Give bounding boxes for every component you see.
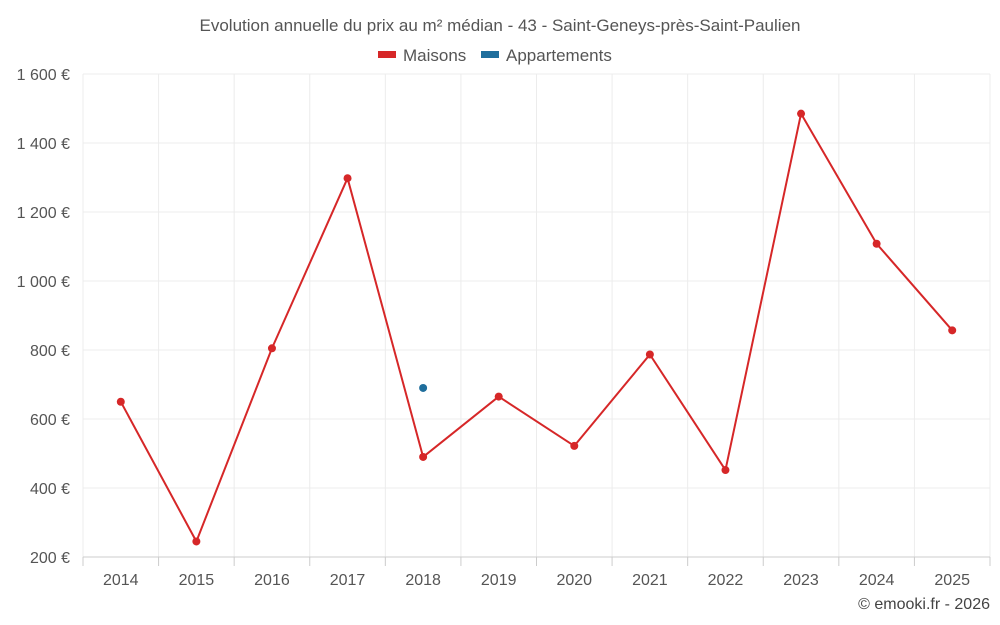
legend-swatch-appartements [481, 51, 499, 58]
data-point-maisons[interactable] [645, 350, 654, 359]
data-point-maisons[interactable] [419, 452, 428, 461]
legend-swatch-maisons [378, 51, 396, 58]
y-tick-label: 1 400 € [17, 136, 70, 153]
data-point-maisons[interactable] [570, 441, 579, 450]
data-point-appartements[interactable] [419, 383, 428, 392]
data-point-maisons[interactable] [343, 174, 352, 183]
chart-title: Evolution annuelle du prix au m² médian … [200, 16, 801, 35]
x-tick-label: 2015 [179, 572, 215, 589]
data-point-maisons[interactable] [721, 466, 730, 475]
grid [82, 73, 991, 557]
y-tick-label: 1 600 € [17, 67, 70, 84]
y-tick-label: 600 € [30, 412, 70, 429]
data-point-maisons[interactable] [267, 344, 276, 353]
x-tick-label: 2025 [934, 572, 970, 589]
series-line-maisons [119, 112, 953, 543]
x-tick-label: 2018 [405, 572, 441, 589]
data-point-maisons[interactable] [116, 397, 125, 406]
y-tick-label: 1 000 € [17, 274, 70, 291]
x-tick-label: 2022 [708, 572, 744, 589]
data-point-maisons[interactable] [872, 239, 881, 248]
y-tick-label: 400 € [30, 481, 70, 498]
legend-label-maisons: Maisons [403, 46, 466, 65]
x-tick-label: 2024 [859, 572, 895, 589]
x-tick-label: 2016 [254, 572, 290, 589]
legend-item-maisons[interactable]: Maisons [378, 46, 466, 65]
data-point-maisons[interactable] [494, 392, 503, 401]
credit: © emooki.fr - 2026 [858, 596, 990, 613]
x-tick-label: 2021 [632, 572, 668, 589]
data-point-maisons[interactable] [948, 326, 957, 335]
y-tick-label: 200 € [30, 550, 70, 567]
data-point-maisons[interactable] [797, 109, 806, 118]
legend-label-appartements: Appartements [506, 46, 612, 65]
data-point-maisons[interactable] [192, 537, 201, 546]
x-tick-label: 2014 [103, 572, 139, 589]
y-tick-label: 800 € [30, 343, 70, 360]
y-tick-label: 1 200 € [17, 205, 70, 222]
x-tick-label: 2019 [481, 572, 517, 589]
x-tick-label: 2017 [330, 572, 366, 589]
x-tick-label: 2020 [556, 572, 592, 589]
legend: Maisons Appartements [378, 46, 612, 65]
axes: 200 € 400 € 600 € 800 € 1 000 € 1 200 € 1 400 … [17, 67, 991, 589]
x-tick-label: 2023 [783, 572, 819, 589]
legend-item-appartements[interactable]: Appartements [481, 46, 612, 65]
series [116, 109, 957, 546]
